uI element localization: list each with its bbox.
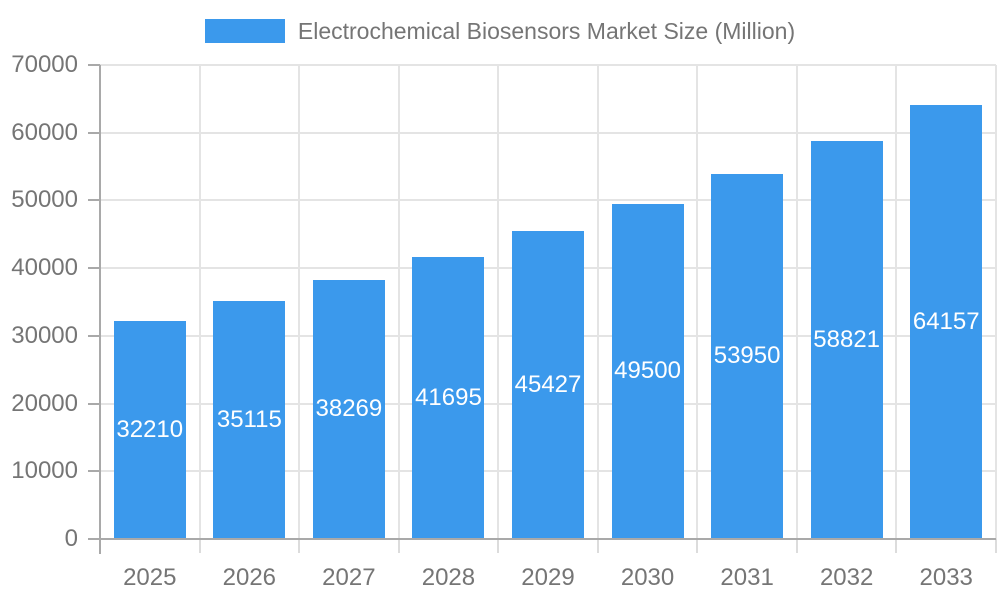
bar-2025[interactable]: [113, 320, 186, 539]
gridline-vertical: [497, 65, 500, 539]
x-axis-category-label: 2031: [720, 564, 774, 591]
x-axis-tick: [397, 539, 400, 553]
bar-value-label: 53950: [713, 342, 781, 370]
gridline-vertical: [596, 65, 599, 539]
gridline-vertical: [995, 65, 997, 539]
gridline-horizontal: [100, 64, 996, 66]
bar-2030[interactable]: [611, 203, 684, 539]
x-axis-category-label: 2028: [421, 564, 476, 591]
bar-value-label: 58821: [813, 325, 881, 353]
gridline-horizontal: [100, 131, 996, 134]
bar-value-label: 41695: [415, 383, 482, 411]
bar-value-label: 32210: [116, 415, 184, 443]
y-axis-tick-label: 50000: [11, 186, 78, 214]
bar-2026[interactable]: [213, 301, 286, 539]
bar-2027[interactable]: [312, 279, 385, 539]
y-axis-tick-label: 60000: [11, 118, 78, 146]
gridline-vertical: [795, 65, 798, 539]
bar-2032[interactable]: [810, 140, 883, 539]
bar-2031[interactable]: [711, 173, 784, 539]
y-axis-tick: [88, 267, 100, 270]
y-axis-tick-label: 10000: [11, 457, 78, 485]
x-axis-category-label: 2026: [222, 564, 277, 591]
gridline-vertical: [198, 65, 201, 539]
bar-2029[interactable]: [512, 231, 584, 539]
x-axis-tick: [198, 539, 201, 553]
y-axis-tick: [88, 131, 100, 134]
legend-swatch: [204, 19, 285, 43]
x-axis-tick: [795, 539, 798, 553]
y-axis-tick-label: 20000: [11, 389, 78, 417]
x-axis-tick: [895, 539, 898, 553]
x-axis-category-label: 2030: [620, 564, 675, 591]
y-axis-tick-label: 70000: [11, 51, 78, 78]
gridline-vertical: [397, 65, 400, 539]
bar-value-label: 45427: [514, 371, 582, 399]
y-axis-tick: [88, 64, 100, 66]
gridline-vertical: [696, 65, 699, 539]
y-axis-tick: [88, 470, 100, 473]
bar-value-label: 35115: [216, 406, 282, 434]
bar-value-label: 38269: [315, 395, 383, 423]
x-axis-category-label: 2029: [521, 564, 575, 591]
y-axis-tick-label: 30000: [11, 321, 78, 349]
y-axis-line: [99, 65, 101, 554]
bar-value-label: 64157: [912, 307, 980, 335]
x-axis-tick: [596, 539, 599, 553]
gridline-vertical: [895, 65, 898, 539]
bar-2028[interactable]: [412, 256, 485, 539]
x-axis-category-label: 2027: [322, 564, 376, 591]
legend[interactable]: Electrochemical Biosensors Market Size (…: [0, 17, 1000, 45]
y-axis-tick: [88, 199, 100, 202]
x-axis-tick: [995, 539, 997, 553]
x-axis-category-label: 2025: [123, 564, 177, 591]
x-axis-category-label: 2033: [919, 564, 973, 591]
bar-value-label: 49500: [614, 357, 681, 385]
y-axis-tick-label: 0: [64, 525, 78, 552]
x-axis-tick: [497, 539, 500, 553]
gridline-horizontal: [100, 199, 996, 202]
y-axis-tick-label: 40000: [11, 254, 78, 282]
y-axis-tick: [88, 334, 100, 337]
gridline-vertical: [298, 65, 301, 539]
x-axis-tick: [298, 539, 301, 553]
y-axis-tick: [88, 402, 100, 405]
bar-2033[interactable]: [910, 104, 983, 539]
x-axis-tick: [696, 539, 699, 553]
legend-label: Electrochemical Biosensors Market Size (…: [297, 17, 796, 44]
x-axis-line: [88, 538, 996, 540]
plot-area: 32210 35115 38269 41695 45427 49500 53950 58821…: [100, 64, 997, 539]
x-axis-category-label: 2032: [819, 564, 874, 591]
